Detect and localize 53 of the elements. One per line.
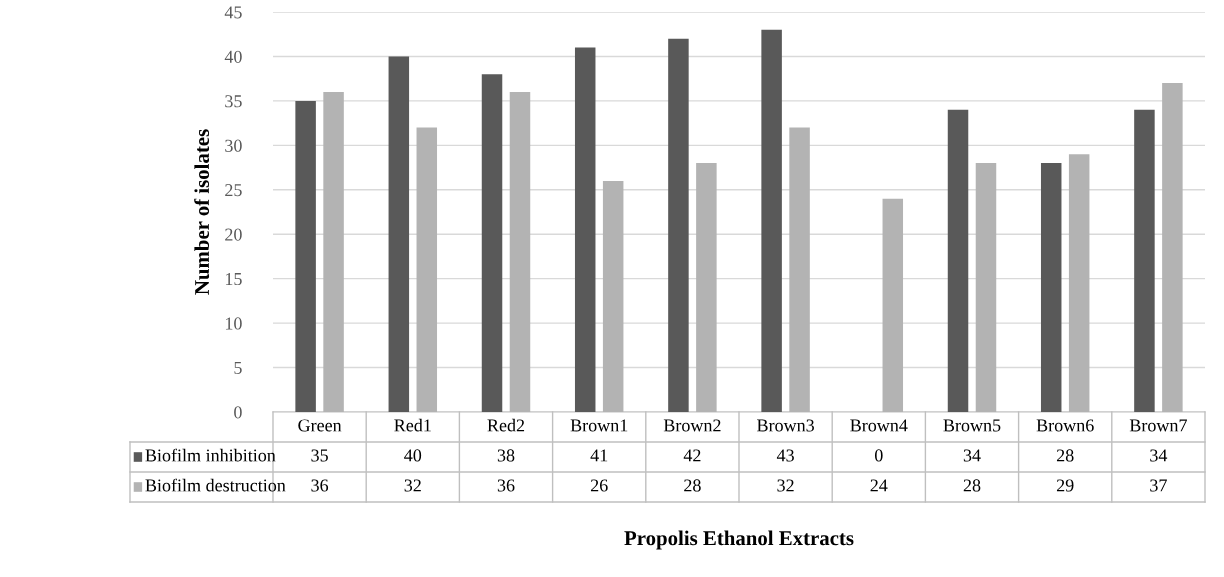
data-label: 32: [777, 479, 794, 492]
data-label: 26: [590, 479, 608, 492]
x-tick-label: Green: [298, 419, 342, 432]
x-tick-label: Brown5: [943, 419, 1001, 432]
data-label: 29: [1056, 479, 1074, 492]
x-tick-label: Red1: [394, 418, 431, 432]
y-tick-label: 0: [234, 406, 242, 419]
x-tick-label: Brown4: [850, 419, 908, 432]
data-label: 35: [311, 449, 328, 462]
data-label: 34: [963, 449, 981, 462]
bar: [574, 47, 596, 412]
y-tick-label: 15: [225, 273, 242, 286]
y-axis-title: Number of isolates: [194, 129, 210, 295]
bar: [1040, 163, 1062, 412]
bar: [481, 74, 503, 412]
data-label: 40: [404, 449, 422, 462]
data-label: 24: [870, 479, 888, 492]
bar: [295, 100, 316, 412]
data-label: 34: [1150, 449, 1168, 462]
data-label: 37: [1150, 479, 1167, 492]
data-label: 0: [874, 449, 883, 462]
legend-label: Biofilm inhibition: [145, 448, 276, 462]
data-label: 28: [1056, 449, 1074, 462]
x-tick-label: Brown3: [757, 419, 814, 432]
x-tick-label: Brown6: [1036, 419, 1094, 432]
data-label: 36: [497, 479, 515, 492]
bar: [1134, 109, 1155, 412]
y-tick-label: 35: [225, 95, 242, 108]
data-label: 41: [590, 449, 608, 462]
x-axis-title: Propolis Ethanol Extracts: [624, 530, 854, 550]
x-tick-label: Brown1: [570, 419, 628, 432]
y-tick-label: 45: [224, 6, 242, 19]
bar: [761, 29, 782, 412]
bar: [947, 109, 969, 412]
bar: [388, 56, 410, 412]
data-label: 43: [776, 449, 794, 462]
bar: [668, 38, 689, 412]
y-tick-label: 25: [225, 184, 242, 197]
legend-label: Biofilm destruction: [145, 478, 286, 492]
data-label: 42: [683, 449, 701, 462]
data-label: 32: [404, 479, 421, 492]
y-tick-label: 40: [224, 50, 242, 63]
data-label: 38: [497, 449, 515, 462]
x-tick-label: Red2: [487, 418, 525, 432]
data-label: 28: [963, 479, 981, 492]
y-tick-label: 10: [225, 317, 242, 330]
y-tick-label: 5: [234, 362, 242, 374]
y-tick-label: 20: [225, 228, 242, 241]
data-label: 36: [311, 479, 329, 492]
y-tick-label: 30: [225, 139, 242, 152]
x-tick-label: Brown7: [1129, 419, 1187, 432]
data-label: 28: [684, 479, 701, 492]
x-tick-label: Brown2: [663, 419, 721, 432]
